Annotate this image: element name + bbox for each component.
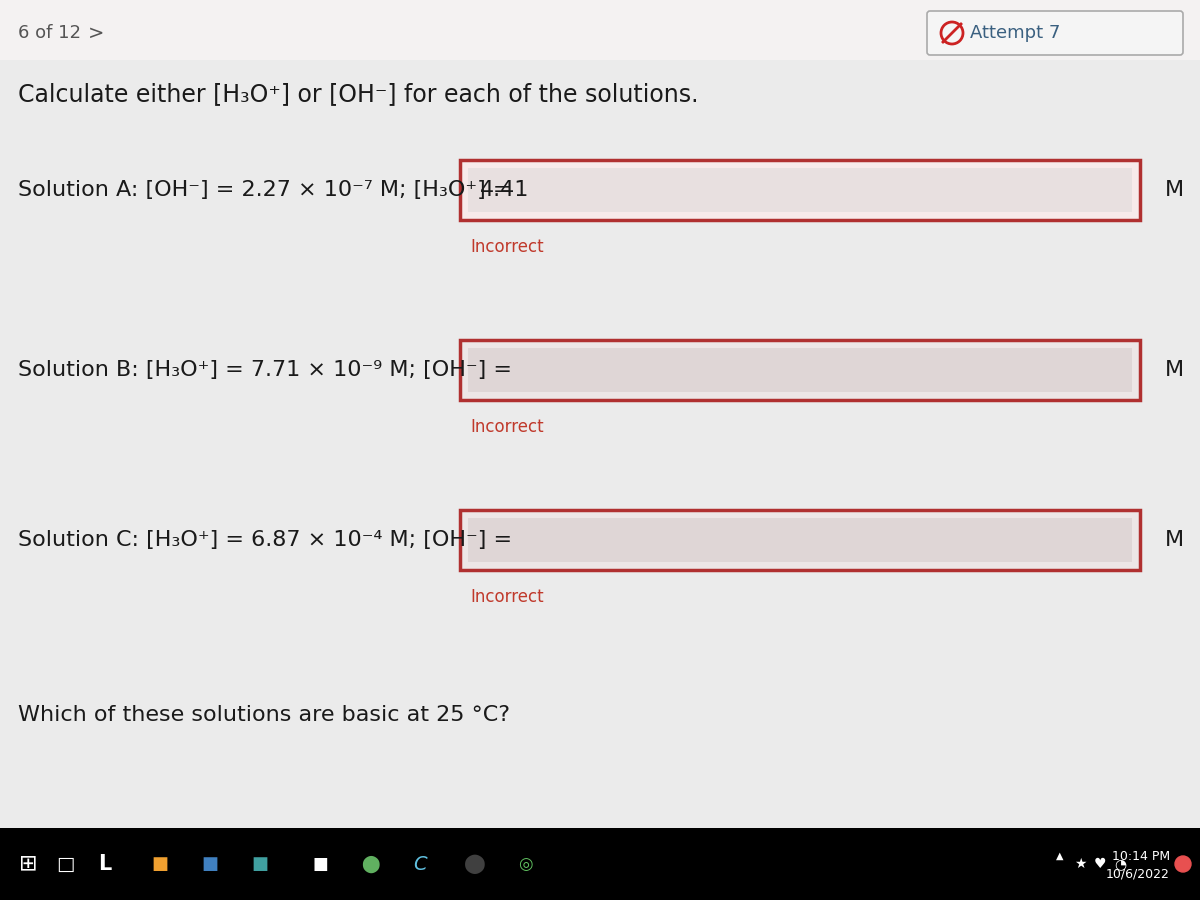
Text: Which of these solutions are basic at 25 °C?: Which of these solutions are basic at 25… bbox=[18, 705, 510, 725]
Text: 10:14 PM: 10:14 PM bbox=[1112, 850, 1170, 862]
Text: ◎: ◎ bbox=[517, 855, 533, 873]
Text: 10/6/2022: 10/6/2022 bbox=[1106, 868, 1170, 880]
Text: C: C bbox=[413, 854, 427, 874]
Text: M: M bbox=[1165, 180, 1184, 200]
Text: ⬤: ⬤ bbox=[464, 854, 486, 874]
Text: Incorrect: Incorrect bbox=[470, 588, 544, 606]
Text: ♥: ♥ bbox=[1093, 857, 1106, 871]
Bar bbox=[468, 518, 1132, 562]
Text: M: M bbox=[1165, 530, 1184, 550]
Text: Incorrect: Incorrect bbox=[470, 238, 544, 256]
Text: Incorrect: Incorrect bbox=[470, 418, 544, 436]
Bar bbox=[460, 340, 1140, 400]
Bar bbox=[460, 510, 1140, 570]
Text: 4.41: 4.41 bbox=[480, 180, 529, 200]
Bar bbox=[460, 160, 1140, 220]
Text: Attempt 7: Attempt 7 bbox=[970, 24, 1061, 42]
Text: ■: ■ bbox=[252, 855, 269, 873]
Bar bbox=[0, 0, 1200, 60]
Text: >: > bbox=[88, 23, 104, 42]
Bar bbox=[468, 348, 1132, 392]
Text: Calculate either [H₃O⁺] or [OH⁻] for each of the solutions.: Calculate either [H₃O⁺] or [OH⁻] for eac… bbox=[18, 82, 698, 106]
Text: L: L bbox=[98, 854, 112, 874]
Text: 6 of 12: 6 of 12 bbox=[18, 24, 82, 42]
Text: ▲: ▲ bbox=[1056, 851, 1063, 861]
Bar bbox=[468, 168, 1132, 212]
Text: □: □ bbox=[56, 854, 74, 874]
Text: Solution B: [H₃O⁺] = 7.71 × 10⁻⁹ M; [OH⁻] =: Solution B: [H₃O⁺] = 7.71 × 10⁻⁹ M; [OH⁻… bbox=[18, 360, 512, 380]
Text: ■: ■ bbox=[202, 855, 218, 873]
Text: Solution A: [OH⁻] = 2.27 × 10⁻⁷ M; [H₃O⁺] =: Solution A: [OH⁻] = 2.27 × 10⁻⁷ M; [H₃O⁺… bbox=[18, 180, 511, 200]
Text: ■: ■ bbox=[151, 855, 168, 873]
Text: ◔: ◔ bbox=[1114, 857, 1126, 871]
Text: ■: ■ bbox=[312, 855, 328, 873]
Text: ⊞: ⊞ bbox=[19, 854, 37, 874]
FancyBboxPatch shape bbox=[928, 11, 1183, 55]
Text: ★: ★ bbox=[1074, 857, 1086, 871]
Text: M: M bbox=[1165, 360, 1184, 380]
Text: Solution C: [H₃O⁺] = 6.87 × 10⁻⁴ M; [OH⁻] =: Solution C: [H₃O⁺] = 6.87 × 10⁻⁴ M; [OH⁻… bbox=[18, 530, 512, 550]
Text: ⬤: ⬤ bbox=[361, 855, 379, 873]
Bar bbox=[0, 828, 1200, 900]
Circle shape bbox=[1175, 856, 1190, 872]
